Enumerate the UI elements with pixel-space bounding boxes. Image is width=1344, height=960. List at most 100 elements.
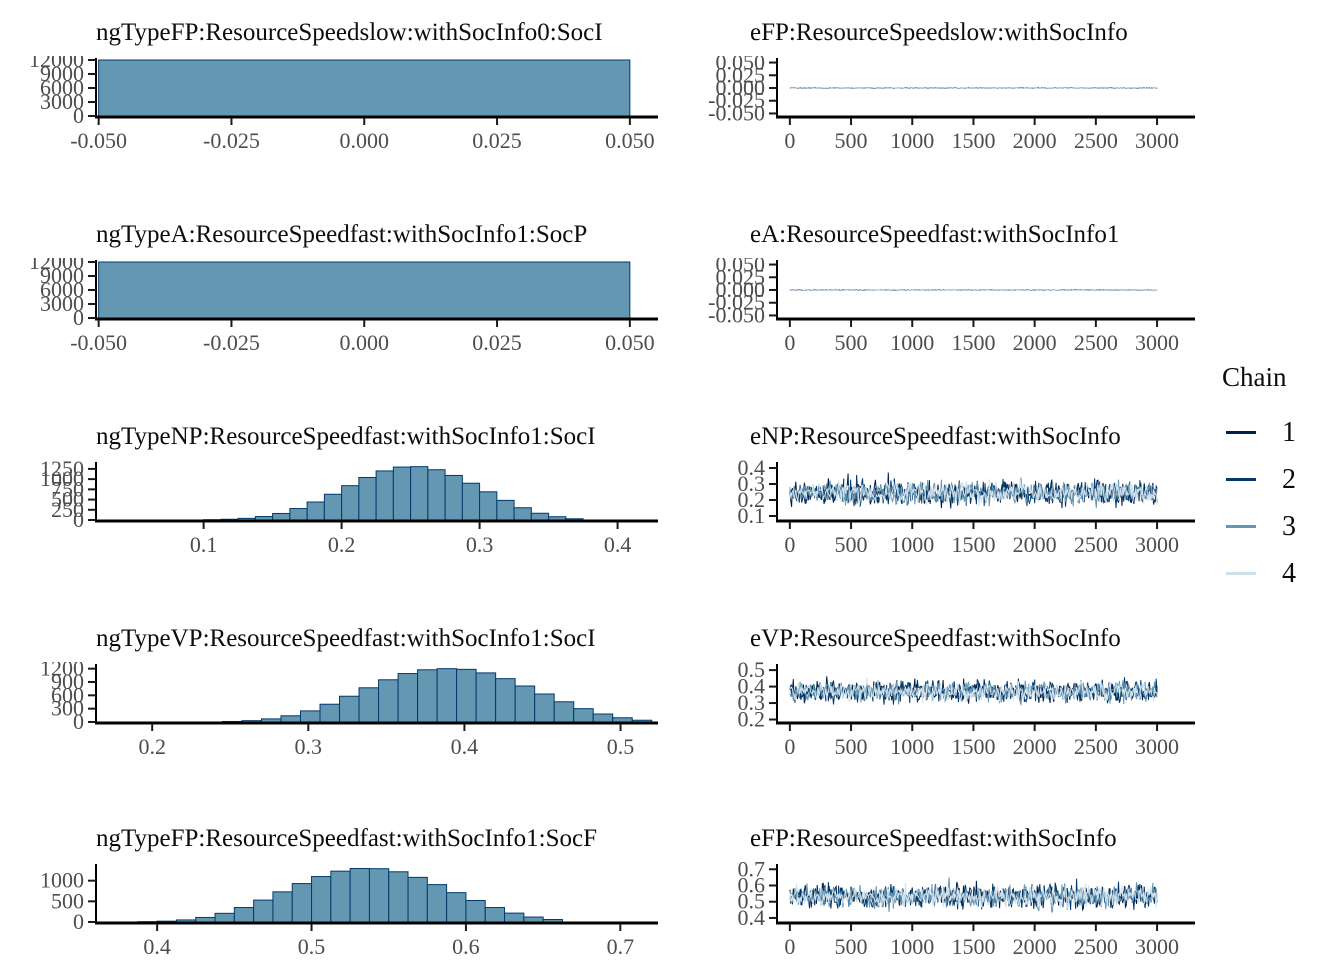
svg-text:1500: 1500 bbox=[951, 128, 995, 153]
svg-text:0.4: 0.4 bbox=[738, 905, 766, 930]
chain-1-line-swatch bbox=[1226, 431, 1256, 434]
svg-text:3000: 3000 bbox=[40, 291, 84, 316]
plot-row-1: ngTypeFP:ResourceSpeedslow:withSocInfo0:… bbox=[0, 12, 1344, 172]
chain-legend: Chain 1 2 3 4 bbox=[1222, 360, 1340, 604]
svg-text:0.025: 0.025 bbox=[472, 128, 522, 153]
svg-text:0: 0 bbox=[784, 330, 795, 355]
trace-panel-5: eFP:ResourceSpeedfast:withSocInfo 0.7 0.6… bbox=[680, 818, 1205, 960]
trace-svg: 0.40.30.20.1 0 500 1000 1500 2000 2500 3000 bbox=[738, 460, 1195, 557]
svg-text:-0.050: -0.050 bbox=[708, 302, 765, 327]
svg-text:1250: 1250 bbox=[40, 460, 84, 481]
svg-text:0.3: 0.3 bbox=[738, 471, 766, 496]
svg-text:0.4: 0.4 bbox=[451, 734, 479, 759]
svg-text:0.5: 0.5 bbox=[738, 889, 766, 914]
svg-text:1000: 1000 bbox=[40, 466, 84, 491]
svg-text:3000: 3000 bbox=[40, 89, 84, 114]
svg-text:12000: 12000 bbox=[30, 56, 84, 72]
svg-text:0: 0 bbox=[784, 734, 795, 759]
svg-text:0.7: 0.7 bbox=[607, 934, 635, 959]
legend-item-label: 3 bbox=[1282, 510, 1296, 542]
svg-text:0.5: 0.5 bbox=[298, 934, 326, 959]
histogram-panel-1: ngTypeFP:ResourceSpeedslow:withSocInfo0:… bbox=[30, 12, 664, 162]
panel-title: eNP:ResourceSpeedfast:withSocInfo bbox=[750, 423, 1121, 450]
svg-text:3000: 3000 bbox=[1135, 934, 1179, 959]
svg-text:500: 500 bbox=[835, 330, 868, 355]
legend-item-label: 2 bbox=[1282, 463, 1296, 495]
svg-text:9000: 9000 bbox=[40, 263, 84, 288]
panel-title: ngTypeFP:ResourceSpeedslow:withSocInfo0:… bbox=[96, 19, 603, 46]
svg-text:0.050: 0.050 bbox=[605, 128, 655, 153]
panel-title: eA:ResourceSpeedfast:withSocInfo1 bbox=[750, 221, 1120, 248]
svg-text:0.4: 0.4 bbox=[738, 674, 766, 699]
svg-text:0.000: 0.000 bbox=[340, 128, 390, 153]
svg-text:1000: 1000 bbox=[40, 868, 84, 893]
svg-text:0.050: 0.050 bbox=[716, 258, 766, 277]
svg-text:0.5: 0.5 bbox=[738, 662, 766, 682]
svg-text:1000: 1000 bbox=[890, 532, 934, 557]
svg-text:0: 0 bbox=[73, 909, 84, 934]
svg-text:-0.050: -0.050 bbox=[708, 100, 765, 125]
svg-text:12000: 12000 bbox=[30, 258, 84, 274]
trace-svg: 0.50.40.30.2 0 500 1000 1500 2000 2500 3000 bbox=[738, 662, 1195, 759]
svg-text:0.2: 0.2 bbox=[738, 707, 766, 732]
svg-text:0.7: 0.7 bbox=[738, 862, 766, 881]
chain-2-line-swatch bbox=[1226, 478, 1256, 481]
svg-text:500: 500 bbox=[835, 734, 868, 759]
svg-text:6000: 6000 bbox=[40, 75, 84, 100]
panel-title: ngTypeFP:ResourceSpeedfast:withSocInfo1:… bbox=[96, 825, 597, 852]
svg-text:2500: 2500 bbox=[1074, 532, 1118, 557]
svg-text:-0.025: -0.025 bbox=[708, 290, 765, 315]
svg-text:3000: 3000 bbox=[1135, 330, 1179, 355]
legend-item-chain-3: 3 bbox=[1222, 510, 1340, 543]
svg-text:1500: 1500 bbox=[951, 934, 995, 959]
svg-text:2500: 2500 bbox=[1074, 330, 1118, 355]
panel-title: ngTypeVP:ResourceSpeedfast:withSocInfo1:… bbox=[96, 625, 596, 652]
svg-text:0.000: 0.000 bbox=[716, 277, 766, 302]
svg-text:0: 0 bbox=[73, 305, 84, 330]
svg-text:0.025: 0.025 bbox=[716, 264, 766, 289]
svg-text:2000: 2000 bbox=[1013, 532, 1057, 557]
svg-text:1000: 1000 bbox=[890, 734, 934, 759]
svg-text:0: 0 bbox=[73, 709, 84, 734]
svg-text:0.3: 0.3 bbox=[738, 690, 766, 715]
svg-text:500: 500 bbox=[51, 888, 84, 913]
svg-text:750: 750 bbox=[51, 476, 84, 501]
svg-text:0: 0 bbox=[784, 934, 795, 959]
histogram-panel-2: ngTypeA:ResourceSpeedfast:withSocInfo1:S… bbox=[30, 214, 664, 364]
trace-panel-2: eA:ResourceSpeedfast:withSocInfo1 0.050 0… bbox=[680, 214, 1205, 364]
svg-text:2000: 2000 bbox=[1013, 330, 1057, 355]
svg-text:2500: 2500 bbox=[1074, 734, 1118, 759]
svg-text:0.4: 0.4 bbox=[738, 460, 766, 480]
svg-text:2500: 2500 bbox=[1074, 934, 1118, 959]
svg-text:500: 500 bbox=[835, 934, 868, 959]
legend-title: Chain bbox=[1222, 362, 1287, 392]
svg-text:0: 0 bbox=[784, 128, 795, 153]
svg-text:0.4: 0.4 bbox=[143, 934, 171, 959]
legend-item-chain-4: 4 bbox=[1222, 557, 1340, 590]
svg-text:-0.050: -0.050 bbox=[70, 330, 127, 355]
trace-svg: 0.70.60.50.4 0 500 1000 1500 2000 2500 3000 bbox=[738, 862, 1195, 959]
svg-text:0.3: 0.3 bbox=[295, 734, 323, 759]
svg-text:1000: 1000 bbox=[890, 330, 934, 355]
svg-text:6000: 6000 bbox=[40, 277, 84, 302]
svg-text:0.3: 0.3 bbox=[466, 532, 494, 557]
svg-text:0: 0 bbox=[73, 507, 84, 532]
svg-text:-0.050: -0.050 bbox=[70, 128, 127, 153]
svg-text:0.6: 0.6 bbox=[452, 934, 480, 959]
panel-title: ngTypeNP:ResourceSpeedfast:withSocInfo1:… bbox=[96, 423, 596, 450]
svg-text:2500: 2500 bbox=[1074, 128, 1118, 153]
svg-text:0.000: 0.000 bbox=[716, 75, 766, 100]
chain-4-line-swatch bbox=[1226, 572, 1256, 575]
svg-text:0.2: 0.2 bbox=[738, 487, 766, 512]
svg-text:-0.025: -0.025 bbox=[203, 128, 260, 153]
svg-text:0.025: 0.025 bbox=[716, 62, 766, 87]
svg-text:0.050: 0.050 bbox=[605, 330, 655, 355]
svg-text:0.000: 0.000 bbox=[340, 330, 390, 355]
plot-row-5: ngTypeFP:ResourceSpeedfast:withSocInfo1:… bbox=[0, 818, 1344, 960]
svg-text:300: 300 bbox=[51, 696, 84, 721]
svg-text:1000: 1000 bbox=[890, 934, 934, 959]
